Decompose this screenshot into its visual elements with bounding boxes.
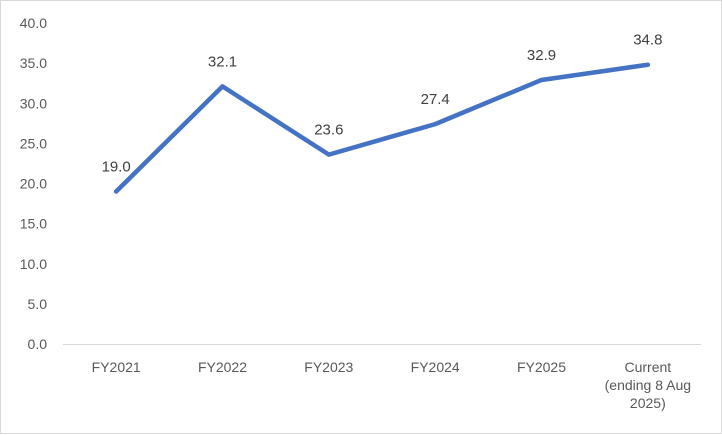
x-tick-label: FY2021 — [92, 359, 141, 375]
data-label: 27.4 — [421, 91, 450, 108]
data-label: 19.0 — [102, 159, 131, 176]
series-line — [113, 62, 651, 194]
x-tick-label: (ending 8 Aug — [605, 377, 691, 393]
y-tick-label: 40.0 — [20, 15, 47, 31]
y-tick-label: 30.0 — [20, 95, 47, 111]
x-tick-label: FY2022 — [198, 359, 247, 375]
x-tick-label: Current — [624, 359, 671, 375]
y-tick-label: 20.0 — [20, 176, 47, 192]
y-tick-label: 10.0 — [20, 256, 47, 272]
y-tick-label: 5.0 — [28, 296, 48, 312]
data-label: 32.1 — [208, 53, 237, 70]
data-label: 23.6 — [314, 122, 343, 139]
data-label: 32.9 — [527, 47, 556, 64]
x-axis: FY2021 FY2022 FY2023 FY2024 FY2025 Current (en… — [92, 359, 691, 411]
y-tick-label: 35.0 — [20, 55, 47, 71]
y-axis: 0.0 5.0 10.0 15.0 20.0 25.0 30.0 35.0 40.0 — [20, 15, 47, 352]
x-tick-label: 2025) — [630, 395, 666, 411]
y-tick-label: 0.0 — [28, 336, 48, 352]
y-tick-label: 15.0 — [20, 216, 47, 232]
y-tick-label: 25.0 — [20, 135, 47, 151]
x-tick-label: FY2025 — [517, 359, 566, 375]
data-label: 34.8 — [633, 32, 662, 49]
data-labels: 19.0 32.1 23.6 27.4 32.9 34.8 — [102, 32, 663, 176]
x-tick-label: FY2023 — [304, 359, 353, 375]
x-tick-label: FY2024 — [411, 359, 460, 375]
